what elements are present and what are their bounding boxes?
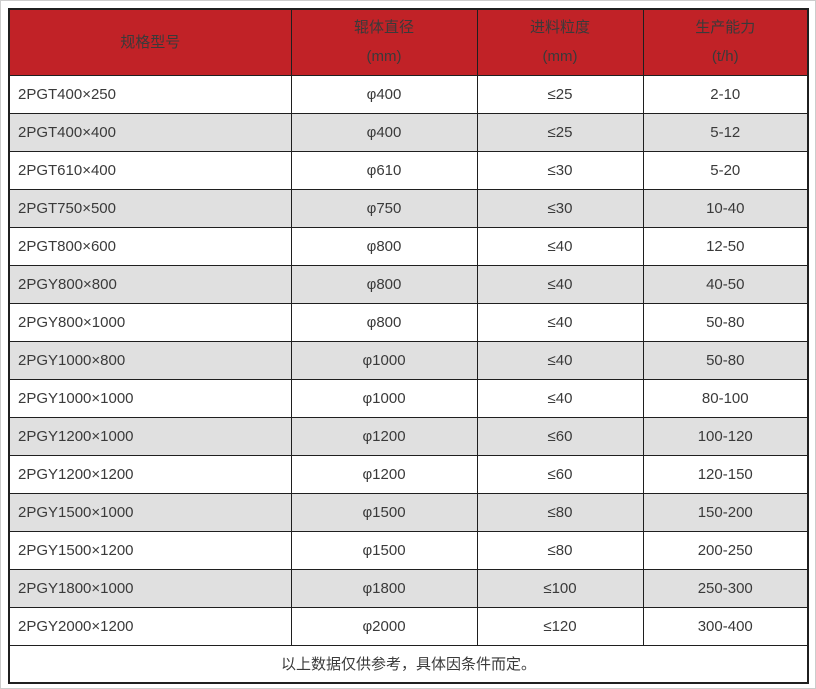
table-row: 2PGY800×800 φ800 ≤40 40-50 [8, 264, 809, 304]
table-row: 2PGT750×500 φ750 ≤30 10-40 [8, 188, 809, 228]
cell-feed-size: ≤40 [476, 378, 644, 418]
table-row: 2PGY1200×1200 φ1200 ≤60 120-150 [8, 454, 809, 494]
header-row: 规格型号 辊体直径 (mm) 进料粒度 (mm) 生产能力 (t/h) [8, 8, 809, 76]
cell-diameter: φ1200 [290, 454, 478, 494]
table-row: 2PGY1800×1000 φ1800 ≤100 250-300 [8, 568, 809, 608]
cell-capacity: 50-80 [642, 302, 809, 342]
header-cell-model: 规格型号 [8, 8, 292, 76]
cell-feed-size: ≤120 [476, 606, 644, 646]
table-row: 2PGY1000×1000 φ1000 ≤40 80-100 [8, 378, 809, 418]
header-label: 规格型号 [120, 33, 181, 51]
cell-capacity: 120-150 [642, 454, 809, 494]
cell-diameter: φ1200 [290, 416, 478, 456]
cell-capacity: 80-100 [642, 378, 809, 418]
footer-note: 以上数据仅供参考，具体因条件而定。 [8, 644, 809, 684]
cell-model: 2PGT400×400 [8, 112, 292, 152]
table-row: 2PGY1500×1000 φ1500 ≤80 150-200 [8, 492, 809, 532]
cell-capacity: 12-50 [642, 226, 809, 266]
cell-capacity: 10-40 [642, 188, 809, 228]
cell-model: 2PGY800×1000 [8, 302, 292, 342]
table-row: 2PGY2000×1200 φ2000 ≤120 300-400 [8, 606, 809, 646]
cell-diameter: φ1000 [290, 378, 478, 418]
spec-table: 规格型号 辊体直径 (mm) 进料粒度 (mm) 生产能力 (t/h) 2PGT400… [8, 8, 809, 684]
cell-model: 2PGT610×400 [8, 150, 292, 190]
table-row: 2PGT400×250 φ400 ≤25 2-10 [8, 74, 809, 114]
cell-model: 2PGT800×600 [8, 226, 292, 266]
table-row: 2PGT800×600 φ800 ≤40 12-50 [8, 226, 809, 266]
cell-diameter: φ1500 [290, 492, 478, 532]
cell-model: 2PGY1500×1000 [8, 492, 292, 532]
cell-capacity: 250-300 [642, 568, 809, 608]
table-row: 2PGY1000×800 φ1000 ≤40 50-80 [8, 340, 809, 380]
cell-feed-size: ≤25 [476, 74, 644, 114]
cell-capacity: 50-80 [642, 340, 809, 380]
cell-diameter: φ1000 [290, 340, 478, 380]
cell-model: 2PGY2000×1200 [8, 606, 292, 646]
header-unit: (mm) [366, 48, 402, 66]
cell-feed-size: ≤80 [476, 492, 644, 532]
table-footer: 以上数据仅供参考，具体因条件而定。 [8, 644, 809, 684]
cell-capacity: 5-20 [642, 150, 809, 190]
cell-model: 2PGT750×500 [8, 188, 292, 228]
cell-diameter: φ1500 [290, 530, 478, 570]
cell-model: 2PGY1200×1200 [8, 454, 292, 494]
cell-capacity: 5-12 [642, 112, 809, 152]
header-cell-feed-size: 进料粒度 (mm) [476, 8, 644, 76]
cell-feed-size: ≤30 [476, 188, 644, 228]
header-unit: (mm) [542, 48, 578, 66]
cell-model: 2PGT400×250 [8, 74, 292, 114]
cell-feed-size: ≤100 [476, 568, 644, 608]
cell-model: 2PGY1200×1000 [8, 416, 292, 456]
footer-row: 以上数据仅供参考，具体因条件而定。 [8, 644, 809, 684]
cell-model: 2PGY1800×1000 [8, 568, 292, 608]
cell-feed-size: ≤60 [476, 454, 644, 494]
table-header: 规格型号 辊体直径 (mm) 进料粒度 (mm) 生产能力 (t/h) [8, 8, 809, 76]
header-unit: (t/h) [711, 48, 739, 66]
table-row: 2PGT610×400 φ610 ≤30 5-20 [8, 150, 809, 190]
cell-capacity: 200-250 [642, 530, 809, 570]
cell-diameter: φ750 [290, 188, 478, 228]
header-label: 辊体直径 [353, 19, 414, 37]
header-cell-diameter: 辊体直径 (mm) [290, 8, 478, 76]
cell-feed-size: ≤40 [476, 340, 644, 380]
cell-feed-size: ≤60 [476, 416, 644, 456]
cell-diameter: φ400 [290, 112, 478, 152]
cell-feed-size: ≤40 [476, 264, 644, 304]
cell-model: 2PGY1000×1000 [8, 378, 292, 418]
header-label: 进料粒度 [529, 19, 590, 37]
table-row: 2PGY1200×1000 φ1200 ≤60 100-120 [8, 416, 809, 456]
cell-diameter: φ800 [290, 302, 478, 342]
cell-diameter: φ2000 [290, 606, 478, 646]
cell-capacity: 100-120 [642, 416, 809, 456]
cell-capacity: 300-400 [642, 606, 809, 646]
table-row: 2PGY800×1000 φ800 ≤40 50-80 [8, 302, 809, 342]
cell-feed-size: ≤25 [476, 112, 644, 152]
header-label: 生产能力 [695, 19, 756, 37]
cell-diameter: φ610 [290, 150, 478, 190]
table-row: 2PGT400×400 φ400 ≤25 5-12 [8, 112, 809, 152]
cell-model: 2PGY1000×800 [8, 340, 292, 380]
cell-capacity: 150-200 [642, 492, 809, 532]
cell-feed-size: ≤40 [476, 302, 644, 342]
cell-diameter: φ800 [290, 264, 478, 304]
cell-feed-size: ≤40 [476, 226, 644, 266]
cell-capacity: 40-50 [642, 264, 809, 304]
table-body: 2PGT400×250 φ400 ≤25 2-10 2PGT400×400 φ400 ≤25… [8, 74, 809, 646]
cell-diameter: φ800 [290, 226, 478, 266]
cell-model: 2PGY800×800 [8, 264, 292, 304]
cell-model: 2PGY1500×1200 [8, 530, 292, 570]
cell-diameter: φ1800 [290, 568, 478, 608]
cell-feed-size: ≤30 [476, 150, 644, 190]
cell-feed-size: ≤80 [476, 530, 644, 570]
cell-capacity: 2-10 [642, 74, 809, 114]
header-cell-capacity: 生产能力 (t/h) [642, 8, 809, 76]
cell-diameter: φ400 [290, 74, 478, 114]
table-row: 2PGY1500×1200 φ1500 ≤80 200-250 [8, 530, 809, 570]
